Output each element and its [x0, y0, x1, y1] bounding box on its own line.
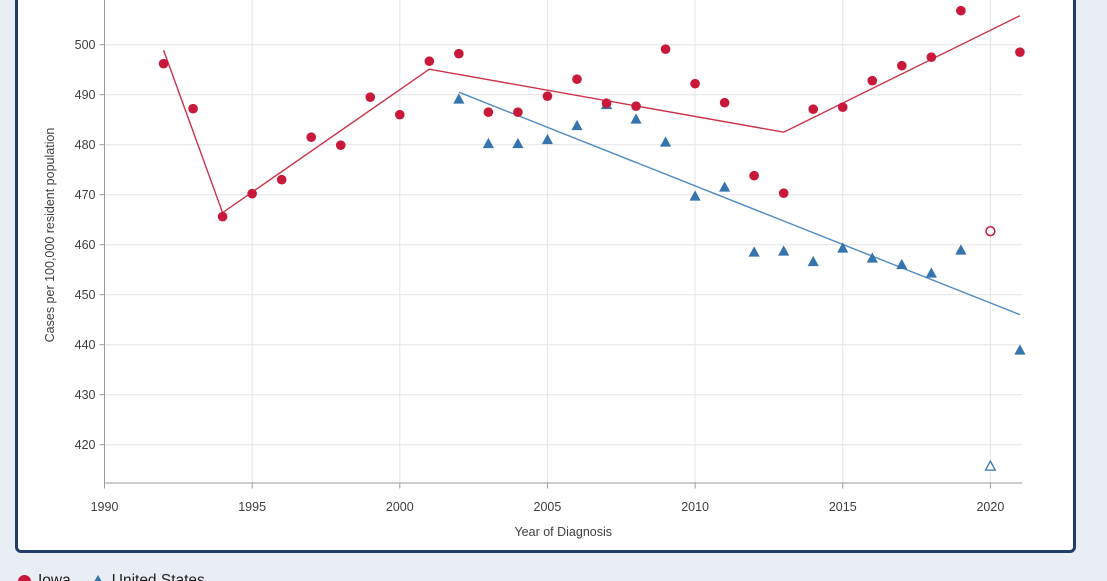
- legend-us-label: United States: [111, 572, 205, 581]
- chart-legend: Iowa United States: [18, 572, 205, 581]
- legend-iowa-label: Iowa: [38, 572, 71, 581]
- legend-us-marker-icon: [90, 575, 105, 581]
- chart-panel: [15, 0, 1076, 553]
- legend-item-iowa: Iowa: [18, 572, 71, 581]
- legend-item-united-states: United States: [90, 572, 205, 581]
- legend-iowa-marker-icon: [18, 574, 31, 581]
